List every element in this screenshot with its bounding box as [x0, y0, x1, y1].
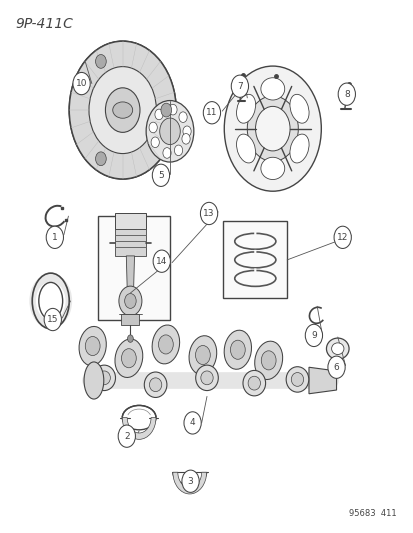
FancyBboxPatch shape: [114, 229, 146, 256]
Circle shape: [169, 104, 177, 115]
Ellipse shape: [242, 370, 265, 396]
Ellipse shape: [260, 78, 284, 100]
Circle shape: [105, 88, 140, 132]
Ellipse shape: [326, 338, 348, 359]
Ellipse shape: [260, 157, 284, 180]
Ellipse shape: [93, 365, 115, 391]
Wedge shape: [173, 472, 206, 494]
Ellipse shape: [79, 326, 106, 366]
Circle shape: [85, 336, 100, 356]
Ellipse shape: [236, 94, 255, 123]
Circle shape: [230, 340, 244, 359]
FancyBboxPatch shape: [98, 216, 170, 319]
Polygon shape: [308, 367, 336, 394]
Circle shape: [69, 41, 176, 179]
Text: 9: 9: [310, 331, 316, 340]
Text: 95683  411: 95683 411: [348, 510, 395, 519]
Ellipse shape: [149, 378, 161, 392]
Circle shape: [181, 470, 199, 492]
Circle shape: [255, 107, 290, 151]
Circle shape: [181, 134, 190, 144]
Wedge shape: [69, 41, 176, 179]
Circle shape: [119, 286, 142, 316]
Text: 9P-411C: 9P-411C: [16, 17, 74, 31]
Text: 7: 7: [237, 82, 242, 91]
FancyBboxPatch shape: [114, 214, 146, 229]
Circle shape: [231, 75, 248, 98]
Circle shape: [46, 226, 63, 248]
Circle shape: [333, 226, 351, 248]
Circle shape: [124, 294, 136, 309]
Circle shape: [183, 412, 201, 434]
Ellipse shape: [189, 336, 216, 374]
Circle shape: [149, 122, 157, 133]
Circle shape: [183, 126, 191, 136]
Circle shape: [151, 137, 159, 148]
Ellipse shape: [247, 376, 260, 390]
Text: 13: 13: [203, 209, 214, 218]
Text: 12: 12: [336, 233, 348, 242]
Ellipse shape: [289, 134, 309, 163]
Circle shape: [261, 351, 275, 370]
Circle shape: [44, 309, 61, 330]
Text: 4: 4: [189, 418, 195, 427]
Text: 6: 6: [333, 363, 339, 372]
Ellipse shape: [236, 134, 255, 163]
Ellipse shape: [144, 372, 166, 398]
Text: 5: 5: [158, 171, 164, 180]
Circle shape: [161, 103, 171, 117]
Ellipse shape: [200, 371, 213, 385]
Circle shape: [154, 109, 163, 120]
Circle shape: [127, 335, 133, 342]
Circle shape: [73, 72, 90, 95]
Ellipse shape: [285, 367, 308, 392]
Circle shape: [203, 102, 220, 124]
Circle shape: [152, 164, 169, 187]
Wedge shape: [29, 273, 72, 328]
Text: 15: 15: [47, 315, 58, 324]
Ellipse shape: [331, 343, 343, 354]
Circle shape: [174, 145, 182, 156]
Wedge shape: [122, 418, 156, 439]
Circle shape: [178, 112, 187, 123]
Circle shape: [247, 96, 298, 161]
Ellipse shape: [254, 341, 282, 379]
Polygon shape: [126, 256, 134, 301]
FancyBboxPatch shape: [121, 314, 139, 325]
Circle shape: [95, 152, 106, 166]
Circle shape: [159, 118, 180, 144]
Ellipse shape: [115, 339, 142, 377]
Circle shape: [224, 66, 320, 191]
Ellipse shape: [84, 362, 104, 399]
Circle shape: [95, 54, 106, 68]
Circle shape: [195, 345, 210, 365]
Circle shape: [163, 148, 171, 158]
Circle shape: [327, 356, 344, 378]
Ellipse shape: [112, 102, 132, 118]
Text: 8: 8: [343, 90, 349, 99]
Circle shape: [146, 101, 193, 162]
Text: 2: 2: [124, 432, 129, 441]
Text: 14: 14: [156, 257, 167, 265]
Circle shape: [200, 203, 217, 224]
FancyBboxPatch shape: [223, 221, 287, 298]
Text: 11: 11: [206, 108, 217, 117]
Ellipse shape: [152, 325, 179, 364]
Text: 3: 3: [187, 477, 193, 486]
Ellipse shape: [223, 330, 251, 369]
Circle shape: [121, 349, 136, 368]
Text: 10: 10: [76, 79, 87, 88]
Circle shape: [153, 250, 170, 272]
Circle shape: [337, 83, 355, 106]
Circle shape: [304, 324, 322, 346]
Ellipse shape: [195, 365, 218, 391]
Ellipse shape: [291, 373, 303, 386]
Ellipse shape: [98, 371, 110, 385]
Text: 1: 1: [52, 233, 57, 242]
Circle shape: [158, 335, 173, 354]
Ellipse shape: [289, 94, 309, 123]
Circle shape: [89, 67, 156, 154]
Circle shape: [118, 425, 135, 447]
